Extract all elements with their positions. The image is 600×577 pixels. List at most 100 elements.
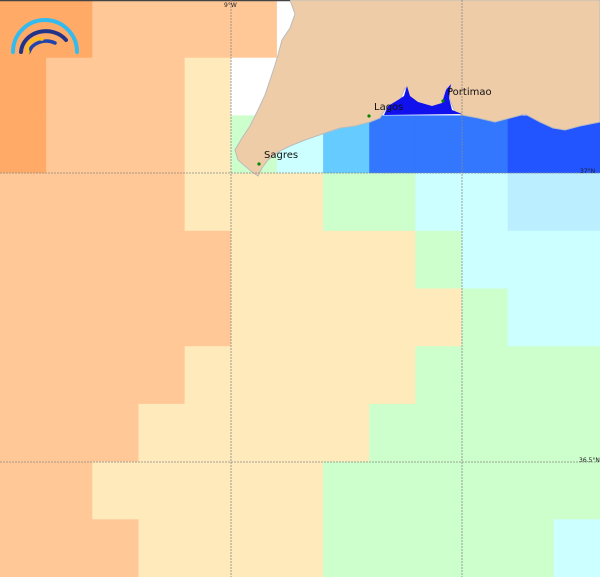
grid-cell xyxy=(184,173,232,232)
grid-cell xyxy=(507,173,555,232)
grid-cell xyxy=(92,519,140,577)
grid-cell xyxy=(138,519,186,577)
grid-cell xyxy=(507,519,555,577)
grid-cell xyxy=(0,403,47,463)
grid-cell xyxy=(553,230,600,290)
grid-cell xyxy=(184,461,232,520)
lon-label: 9°W xyxy=(224,2,237,9)
grid-cell xyxy=(276,288,324,347)
grid-cell xyxy=(323,346,370,405)
grid-cell xyxy=(46,403,93,463)
grid-cell xyxy=(230,0,278,59)
grid-cell xyxy=(92,230,140,290)
grid-cell xyxy=(369,403,416,463)
grid-cell xyxy=(92,288,140,347)
grid-cell xyxy=(507,403,555,463)
grid-cell xyxy=(323,173,370,232)
grid-cell xyxy=(230,173,278,232)
grid-cell xyxy=(184,115,232,174)
grid-cell xyxy=(184,288,232,347)
bay-water xyxy=(384,84,462,115)
grid-cell xyxy=(0,173,47,232)
grid-cell xyxy=(184,346,232,405)
grid-cell xyxy=(276,230,324,290)
grid-cell xyxy=(0,288,47,347)
grid-cell xyxy=(46,346,93,405)
grid-cell xyxy=(138,57,186,116)
grid-cell xyxy=(46,173,93,232)
grid-cell xyxy=(92,461,140,520)
grid-cell xyxy=(323,461,370,520)
lat-label-36-5: 36.5°N xyxy=(579,457,600,464)
grid-cell xyxy=(138,403,186,463)
grid-cell xyxy=(507,288,555,347)
grid-cell xyxy=(138,115,186,174)
grid-cell xyxy=(415,519,463,577)
grid-cell xyxy=(323,230,370,290)
grid-cell xyxy=(46,230,93,290)
grid-cell xyxy=(276,403,324,463)
grid-cell xyxy=(461,288,509,347)
grid-cell xyxy=(92,115,140,174)
grid-cell xyxy=(369,115,416,174)
place-marker-lagos xyxy=(367,114,371,118)
grid-cell xyxy=(230,230,278,290)
grid-cell xyxy=(46,461,93,520)
grid-cell xyxy=(507,230,555,290)
grid-cell xyxy=(415,288,463,347)
grid-cell xyxy=(184,0,232,59)
grid-cell xyxy=(92,403,140,463)
grid-cell xyxy=(184,57,232,116)
grid-cell xyxy=(553,403,600,463)
grid-cell xyxy=(507,461,555,520)
place-label-lagos: Lagos xyxy=(374,102,404,113)
grid-cell xyxy=(92,0,140,59)
place-label-sagres: Sagres xyxy=(264,150,299,161)
place-marker-sagres xyxy=(257,162,261,166)
grid-cell xyxy=(230,403,278,463)
grid-cell xyxy=(323,403,370,463)
grid-cell xyxy=(323,519,370,577)
grid-cell xyxy=(369,461,416,520)
grid-cell xyxy=(369,288,416,347)
grid-cell xyxy=(92,57,140,116)
grid-cell xyxy=(323,288,370,347)
grid-cell xyxy=(184,519,232,577)
grid-cell xyxy=(46,115,93,174)
grid-cell xyxy=(369,173,416,232)
grid-cell xyxy=(461,403,509,463)
grid-cell xyxy=(0,57,47,116)
grid-cell xyxy=(0,115,47,174)
grid-cell xyxy=(138,346,186,405)
grid-cell xyxy=(276,519,324,577)
grid-cell xyxy=(461,173,509,232)
grid-cell xyxy=(184,403,232,463)
grid-cell xyxy=(92,173,140,232)
grid-cell xyxy=(46,519,93,577)
grid-cell xyxy=(230,346,278,405)
grid-cell xyxy=(553,346,600,405)
place-marker-portimao xyxy=(441,99,445,103)
grid-cell xyxy=(461,115,509,174)
grid-cell xyxy=(415,403,463,463)
grid-cell xyxy=(461,230,509,290)
grid-cell xyxy=(553,173,600,232)
grid-cell xyxy=(276,346,324,405)
grid-cell xyxy=(461,519,509,577)
grid-cell xyxy=(415,115,463,174)
grid-cell xyxy=(230,461,278,520)
grid-cell xyxy=(230,519,278,577)
place-label-portimao: Portimao xyxy=(447,87,492,98)
lat-label-37: 37°N xyxy=(580,168,596,175)
grid-cell xyxy=(138,288,186,347)
grid-cell xyxy=(276,173,324,232)
grid-cell xyxy=(553,288,600,347)
land-portugal xyxy=(234,0,600,177)
grid-cell xyxy=(0,461,47,520)
logo-icon xyxy=(11,18,79,54)
grid-cell xyxy=(415,461,463,520)
grid-cell xyxy=(184,230,232,290)
grid-cell xyxy=(553,461,600,520)
